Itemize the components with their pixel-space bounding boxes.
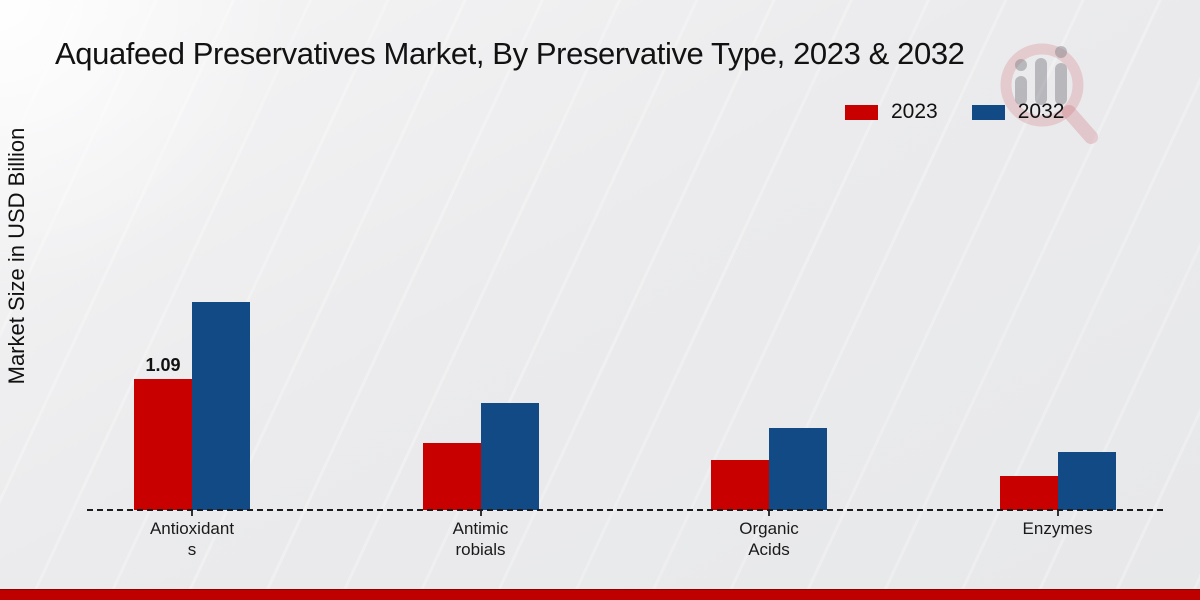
legend-label-2023: 2023 [891, 100, 938, 123]
legend-item-2032: 2032 [971, 100, 1065, 124]
bar-2023-antimicrobials [422, 443, 481, 510]
category-label-antimicrobials: Antimic robials [452, 519, 509, 559]
legend-swatch-2032 [971, 104, 1005, 120]
x-axis-tick-organic-acids [768, 511, 770, 516]
x-axis-baseline [87, 509, 1163, 511]
x-axis-tick-antioxidants [191, 511, 193, 516]
legend-item-2023: 2023 [845, 100, 938, 124]
bar-2032-antimicrobials [480, 403, 539, 510]
legend: 2023 2032 [845, 100, 1064, 124]
category-label-antioxidants: Antioxidant s [149, 519, 235, 559]
legend-label-2032: 2032 [1017, 100, 1065, 123]
legend-swatch-2023 [845, 104, 878, 120]
category-label-enzymes: Enzymes [1022, 519, 1093, 538]
category-label-organic-acids: Organic Acids [739, 519, 799, 559]
value-label-2023-antioxidants: 1.09 [145, 355, 181, 375]
bottom-accent-bar [0, 589, 1200, 600]
x-axis-tick-enzymes [1056, 511, 1059, 516]
bar-2023-enzymes [999, 476, 1058, 510]
bar-2023-antioxidants [134, 379, 192, 510]
bar-2023-organic-acids [711, 460, 769, 510]
bar-2032-antioxidants [192, 302, 250, 510]
chart-title: Aquafeed Preservatives Market, By Preser… [55, 36, 965, 71]
bar-2032-enzymes [1057, 452, 1116, 510]
bar-2032-organic-acids [769, 428, 827, 510]
x-axis-tick-antimicrobials [479, 511, 482, 516]
